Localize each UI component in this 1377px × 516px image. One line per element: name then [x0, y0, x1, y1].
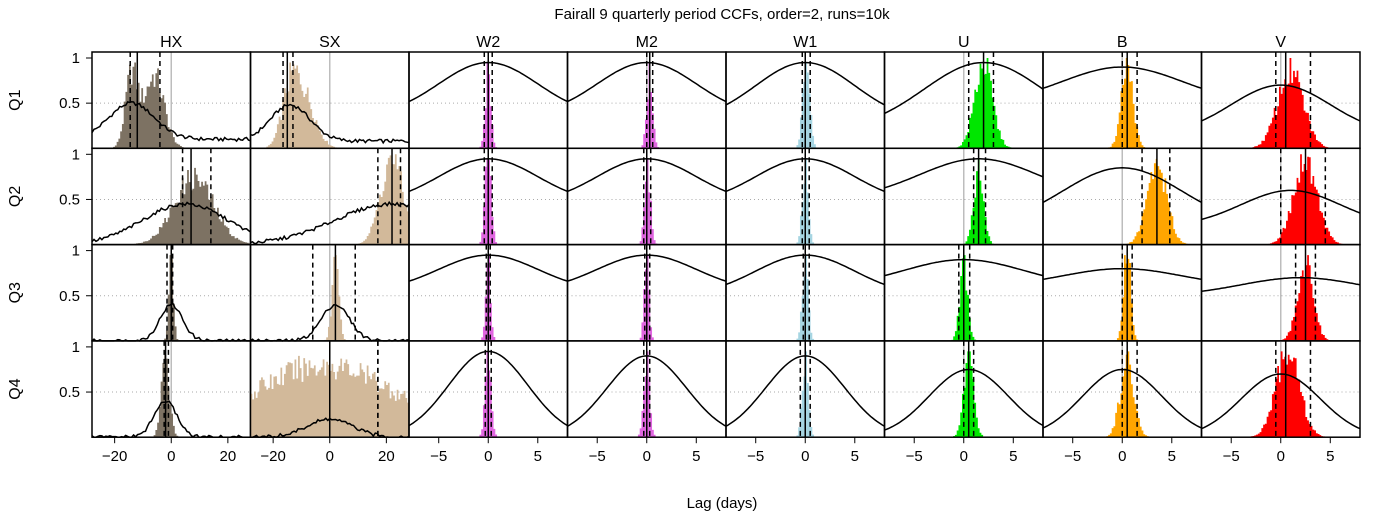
panel-grid: HX SX W2 M2 W1 U B V Q1 0.5 1 Q2 0.5 1 Q3 0.5 1 Q4 0.5 1 −20…	[7, 34, 1361, 465]
ccf-curve	[1042, 167, 1202, 204]
ccf-curve	[1201, 189, 1361, 221]
lag-histogram	[92, 351, 251, 438]
x-tick-label: 0	[326, 448, 334, 465]
x-tick-label: 5	[692, 448, 700, 465]
column-label: U	[958, 34, 970, 51]
lag-histogram	[250, 154, 409, 245]
column-label: W2	[476, 34, 500, 51]
x-tick-label: 0	[801, 448, 809, 465]
y-tick-label: 1	[72, 50, 80, 67]
y-tick-label: 0.5	[59, 384, 80, 401]
x-tick-label: −20	[102, 448, 127, 465]
x-tick-label: −20	[260, 448, 285, 465]
x-tick-label: 0	[484, 448, 492, 465]
x-tick-label: −5	[906, 448, 923, 465]
x-tick-label: 0	[643, 448, 651, 465]
x-axis-label: Lag (days)	[687, 495, 758, 512]
x-tick-label: 5	[1168, 448, 1176, 465]
ccf-curve	[250, 103, 410, 145]
ccf-curve	[1042, 267, 1202, 281]
x-tick-label: 20	[220, 448, 237, 465]
x-tick-label: −5	[430, 448, 447, 465]
y-tick-label: 1	[72, 243, 80, 260]
x-tick-label: 5	[1326, 448, 1334, 465]
ccf-curve	[884, 61, 1044, 115]
y-tick-label: 0.5	[59, 95, 80, 112]
lag-histogram	[1201, 154, 1360, 245]
x-tick-label: 0	[167, 448, 175, 465]
ccf-curve	[91, 101, 251, 143]
x-tick-label: 0	[960, 448, 968, 465]
y-tick-label: 0.5	[59, 288, 80, 305]
row-label: Q1	[7, 89, 24, 110]
lag-histogram	[250, 62, 409, 149]
ccf-curve	[1201, 276, 1361, 292]
ccf-curve	[1201, 84, 1361, 122]
row-label: Q3	[7, 282, 24, 303]
lag-histogram	[250, 255, 409, 341]
column-label: M2	[636, 34, 658, 51]
lag-histogram	[884, 351, 1043, 438]
column-label: W1	[793, 34, 817, 51]
x-tick-label: 5	[1009, 448, 1017, 465]
lag-histogram	[1043, 255, 1202, 341]
ccf-curve	[91, 201, 251, 243]
x-tick-label: −5	[747, 448, 764, 465]
x-tick-label: −5	[1223, 448, 1240, 465]
lag-histogram	[567, 62, 726, 149]
ccf-curve	[1042, 66, 1202, 90]
y-tick-label: 1	[72, 146, 80, 163]
x-tick-label: −5	[1064, 448, 1081, 465]
x-tick-label: 0	[1277, 448, 1285, 465]
ccf-curve	[884, 158, 1044, 189]
lag-histogram	[1201, 58, 1360, 149]
y-tick-label: 1	[72, 339, 80, 356]
lag-histogram	[1201, 351, 1360, 438]
row-label: Q2	[7, 186, 24, 207]
ccf-curve	[1201, 373, 1361, 430]
y-tick-label: 0.5	[59, 191, 80, 208]
x-tick-label: 5	[534, 448, 542, 465]
lag-histogram	[1043, 58, 1202, 149]
lag-histogram	[92, 62, 251, 149]
x-tick-label: 5	[851, 448, 859, 465]
x-tick-label: −5	[589, 448, 606, 465]
x-tick-label: 0	[1118, 448, 1126, 465]
lag-histogram	[1043, 351, 1202, 438]
column-label: HX	[160, 34, 183, 51]
x-tick-label: 20	[378, 448, 395, 465]
ccf-curve	[250, 200, 410, 245]
column-label: B	[1117, 34, 1128, 51]
chart-title: Fairall 9 quarterly period CCFs, order=2…	[554, 6, 890, 23]
column-label: V	[1275, 34, 1286, 51]
column-label: SX	[319, 34, 341, 51]
row-label: Q4	[7, 378, 24, 399]
